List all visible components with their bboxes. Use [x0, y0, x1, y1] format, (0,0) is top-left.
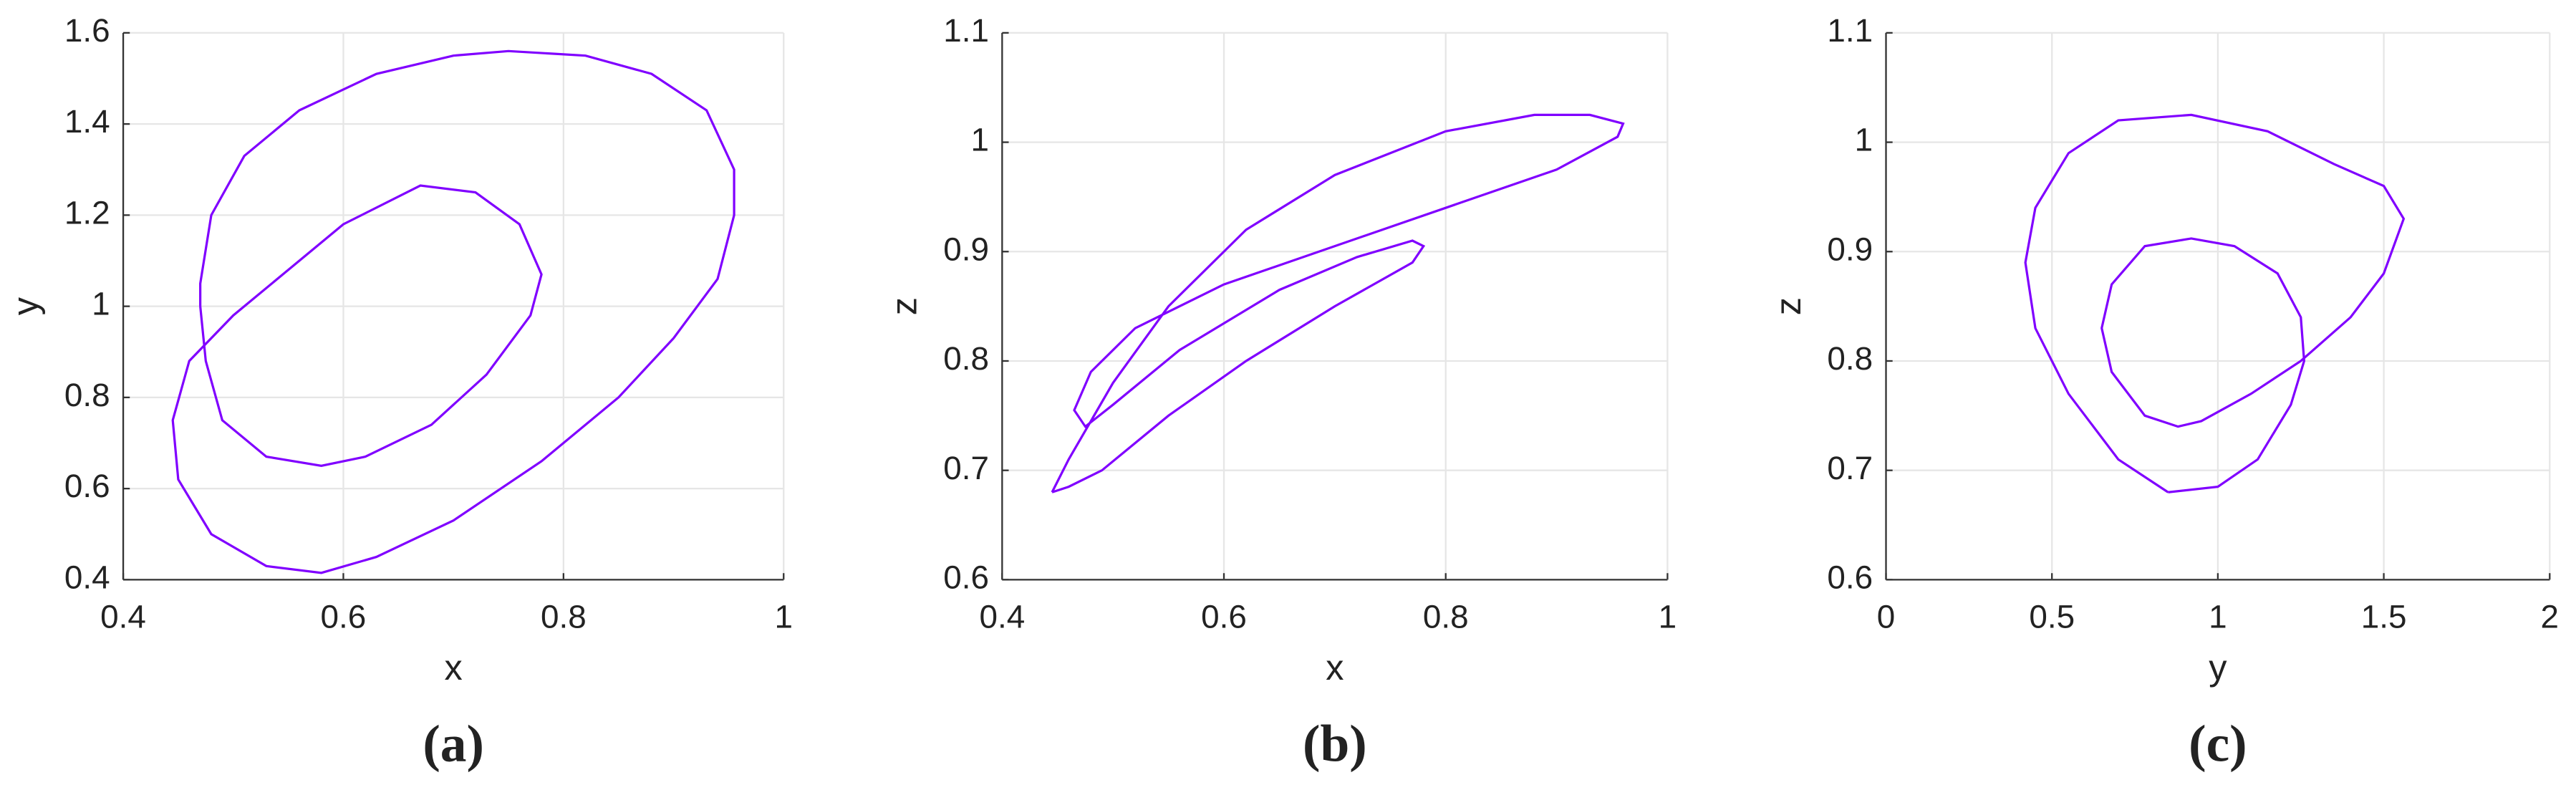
y-tick-label: 1.2	[64, 193, 110, 231]
x-tick-label: 1	[1659, 598, 1677, 635]
x-tick-label: 1	[774, 598, 793, 635]
y-tick-label: 1.6	[64, 11, 110, 49]
panel-caption: (b)	[1303, 714, 1367, 772]
x-tick-label: 0	[1877, 598, 1896, 635]
y-tick-label: 1	[92, 285, 110, 322]
y-tick-label: 0.7	[1827, 449, 1873, 486]
y-tick-label: 1.1	[943, 11, 989, 49]
y-axis-label: z	[1767, 297, 1808, 315]
y-tick-label: 0.6	[943, 559, 989, 596]
y-tick-label: 1.1	[1827, 11, 1873, 49]
x-tick-label: 0.8	[541, 598, 587, 635]
x-tick-label: 0.4	[979, 598, 1025, 635]
curve	[2024, 113, 2406, 493]
y-tick-label: 0.4	[64, 559, 110, 596]
y-axis-label: y	[4, 297, 45, 315]
curve	[171, 49, 735, 574]
x-tick-label: 0.6	[321, 598, 367, 635]
x-tick-label: 1	[2209, 598, 2227, 635]
x-axis-label: y	[2209, 647, 2227, 688]
y-tick-label: 0.6	[1827, 559, 1873, 596]
y-tick-label: 1	[1855, 121, 1873, 158]
y-tick-label: 0.8	[943, 339, 989, 377]
y-tick-label: 0.9	[1827, 230, 1873, 267]
y-tick-label: 0.8	[1827, 339, 1873, 377]
curve	[1051, 113, 1625, 493]
y-tick-label: 0.6	[64, 467, 110, 504]
y-tick-label: 0.7	[943, 449, 989, 486]
y-axis-label: z	[884, 297, 925, 315]
x-tick-label: 2	[2541, 598, 2560, 635]
panel-caption: (c)	[2189, 714, 2247, 772]
y-tick-label: 1	[970, 121, 989, 158]
x-tick-label: 0.8	[1423, 598, 1469, 635]
x-axis-label: x	[1326, 647, 1344, 688]
x-tick-label: 0.4	[100, 598, 146, 635]
x-tick-label: 0.6	[1201, 598, 1247, 635]
y-tick-label: 1.4	[64, 102, 110, 140]
x-tick-label: 0.5	[2029, 598, 2075, 635]
y-tick-label: 0.8	[64, 376, 110, 413]
y-tick-label: 0.9	[943, 230, 989, 267]
panel-caption: (a)	[423, 714, 484, 772]
x-tick-label: 1.5	[2361, 598, 2407, 635]
x-axis-label: x	[445, 647, 463, 688]
